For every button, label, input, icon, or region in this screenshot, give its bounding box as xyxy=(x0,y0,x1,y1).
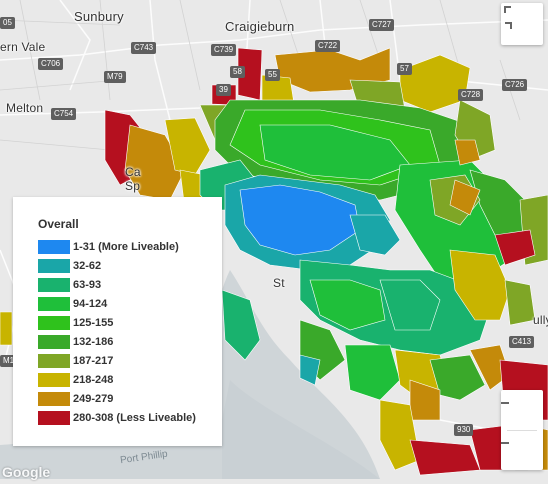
label-st: St xyxy=(273,276,285,290)
legend-item: 280-308 (Less Liveable) xyxy=(38,410,196,426)
zoom-out-button[interactable] xyxy=(501,430,543,470)
legend-item: 187-217 xyxy=(38,353,113,369)
legend-label: 94-124 xyxy=(73,298,108,310)
legend-item: 249-279 xyxy=(38,391,113,407)
bay-water-lower xyxy=(222,380,380,479)
label-sunbury: Sunbury xyxy=(74,9,124,24)
google-logo[interactable]: Google xyxy=(2,464,51,480)
legend-item: 63-93 xyxy=(38,277,101,293)
fullscreen-button[interactable] xyxy=(501,3,543,45)
legend-swatch xyxy=(38,373,70,387)
legend-swatch xyxy=(38,278,70,292)
legend-label: 132-186 xyxy=(73,336,114,348)
legend-swatch xyxy=(38,392,70,406)
label-ca: Ca xyxy=(125,165,141,179)
legend-panel: Overall 1-31 (More Liveable) 32-62 63-93… xyxy=(13,197,222,446)
road-label-c413: C413 xyxy=(509,336,535,348)
road-label-05: 05 xyxy=(0,17,15,29)
zoom-in-icon xyxy=(501,402,509,404)
legend-label: 280-308 (Less Liveable) xyxy=(73,412,196,424)
legend-swatch xyxy=(38,316,70,330)
road-label-58: 58 xyxy=(230,66,245,78)
legend-item: 218-248 xyxy=(38,372,113,388)
legend-swatch xyxy=(38,411,70,425)
road-label-c754: C754 xyxy=(51,108,77,120)
legend-swatch xyxy=(38,354,70,368)
label-melton: Melton xyxy=(6,101,44,115)
zoom-control xyxy=(501,390,543,470)
road-label-39: 39 xyxy=(216,84,231,96)
zoom-out-icon xyxy=(501,442,509,444)
legend-item: 132-186 xyxy=(38,334,113,350)
legend-item: 1-31 (More Liveable) xyxy=(38,239,179,255)
legend-label: 32-62 xyxy=(73,260,102,272)
label-sp: Sp xyxy=(125,179,141,193)
legend-item: 94-124 xyxy=(38,296,107,312)
road-label-c743: C743 xyxy=(131,42,157,54)
legend-item: 32-62 xyxy=(38,258,101,274)
road-label-c728: C728 xyxy=(458,89,484,101)
label-vale: ern Vale xyxy=(0,40,46,54)
zoom-divider xyxy=(507,430,537,431)
legend-label: 187-217 xyxy=(73,355,114,367)
legend-swatch xyxy=(38,335,70,349)
legend-title: Overall xyxy=(38,217,79,231)
road-label-c722: C722 xyxy=(315,40,341,52)
legend-swatch xyxy=(38,259,70,273)
road-label-m1: M1 xyxy=(0,355,18,367)
road-label-c727: C727 xyxy=(369,19,395,31)
legend-swatch xyxy=(38,240,70,254)
road-label-930: 930 xyxy=(454,424,474,436)
legend-label: 249-279 xyxy=(73,393,114,405)
legend-swatch xyxy=(38,297,70,311)
choropleth xyxy=(0,47,548,476)
label-ully: ully xyxy=(533,313,548,327)
legend-label: 1-31 (More Liveable) xyxy=(73,241,179,253)
road-label-c706: C706 xyxy=(38,58,64,70)
legend-item: 125-155 xyxy=(38,315,113,331)
road-label-57: 57 xyxy=(397,63,412,75)
road-label-c726: C726 xyxy=(502,79,528,91)
road-label-m79: M79 xyxy=(104,71,126,83)
zoom-in-button[interactable] xyxy=(501,390,543,430)
legend-label: 218-248 xyxy=(73,374,114,386)
label-craigieburn: Craigieburn xyxy=(225,19,295,34)
legend-label: 63-93 xyxy=(73,279,102,291)
legend-label: 125-155 xyxy=(73,317,114,329)
fullscreen-icon xyxy=(504,6,512,29)
road-label-55: 55 xyxy=(265,69,280,81)
road-label-c739: C739 xyxy=(211,44,237,56)
